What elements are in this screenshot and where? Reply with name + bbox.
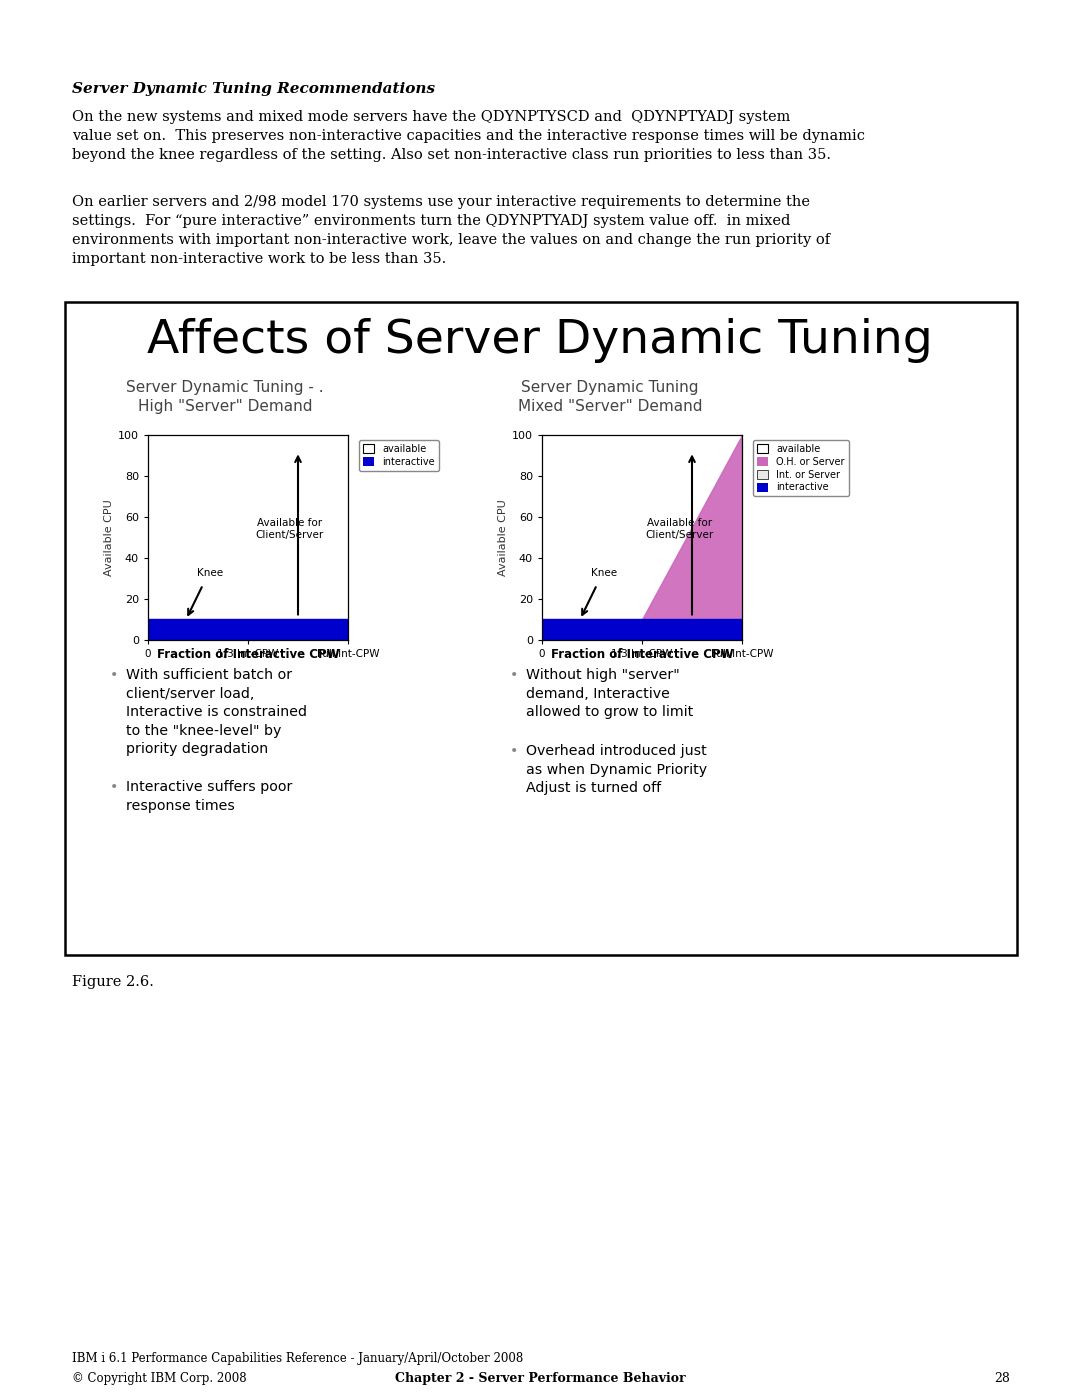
Bar bbox=[65, 302, 1017, 956]
Text: Server Dynamic Tuning
Mixed "Server" Demand: Server Dynamic Tuning Mixed "Server" Dem… bbox=[517, 380, 702, 414]
Text: Chapter 2 - Server Performance Behavior: Chapter 2 - Server Performance Behavior bbox=[394, 1372, 686, 1384]
Text: On the new systems and mixed mode servers have the QDYNPTYSCD and  QDYNPTYADJ sy: On the new systems and mixed mode server… bbox=[72, 110, 865, 162]
Text: 28: 28 bbox=[994, 1372, 1010, 1384]
Text: Knee: Knee bbox=[591, 569, 617, 578]
Text: Interactive suffers poor
response times: Interactive suffers poor response times bbox=[126, 780, 293, 813]
Text: Without high "server"
demand, Interactive
allowed to grow to limit: Without high "server" demand, Interactiv… bbox=[526, 668, 693, 719]
Text: •: • bbox=[510, 668, 518, 682]
Y-axis label: Available CPU: Available CPU bbox=[498, 499, 508, 576]
Y-axis label: Available CPU: Available CPU bbox=[104, 499, 113, 576]
Text: Overhead introduced just
as when Dynamic Priority
Adjust is turned off: Overhead introduced just as when Dynamic… bbox=[526, 745, 707, 795]
Text: Fraction of Interactive CPW: Fraction of Interactive CPW bbox=[157, 648, 339, 661]
Text: Fraction of Interactive CPW: Fraction of Interactive CPW bbox=[551, 648, 733, 661]
Text: Server Dynamic Tuning - .
High "Server" Demand: Server Dynamic Tuning - . High "Server" … bbox=[126, 380, 324, 414]
Text: Available for
Client/Server: Available for Client/Server bbox=[646, 518, 714, 541]
Text: •: • bbox=[510, 745, 518, 759]
Text: •: • bbox=[110, 668, 119, 682]
Legend: available, O.H. or Server, Int. or Server, interactive: available, O.H. or Server, Int. or Serve… bbox=[753, 440, 849, 496]
Text: Figure 2.6.: Figure 2.6. bbox=[72, 975, 153, 989]
Text: With sufficient batch or
client/server load,
Interactive is constrained
to the ": With sufficient batch or client/server l… bbox=[126, 668, 307, 757]
Text: •: • bbox=[110, 780, 119, 793]
Text: On earlier servers and 2/98 model 170 systems use your interactive requirements : On earlier servers and 2/98 model 170 sy… bbox=[72, 196, 831, 265]
Legend: available, interactive: available, interactive bbox=[359, 440, 438, 471]
Text: Knee: Knee bbox=[197, 569, 224, 578]
Text: IBM i 6.1 Performance Capabilities Reference - January/April/October 2008: IBM i 6.1 Performance Capabilities Refer… bbox=[72, 1352, 523, 1365]
Text: Affects of Server Dynamic Tuning: Affects of Server Dynamic Tuning bbox=[147, 319, 933, 363]
Text: Server Dynamic Tuning Recommendations: Server Dynamic Tuning Recommendations bbox=[72, 82, 435, 96]
Text: Available for
Client/Server: Available for Client/Server bbox=[256, 518, 324, 541]
Text: © Copyright IBM Corp. 2008: © Copyright IBM Corp. 2008 bbox=[72, 1372, 246, 1384]
